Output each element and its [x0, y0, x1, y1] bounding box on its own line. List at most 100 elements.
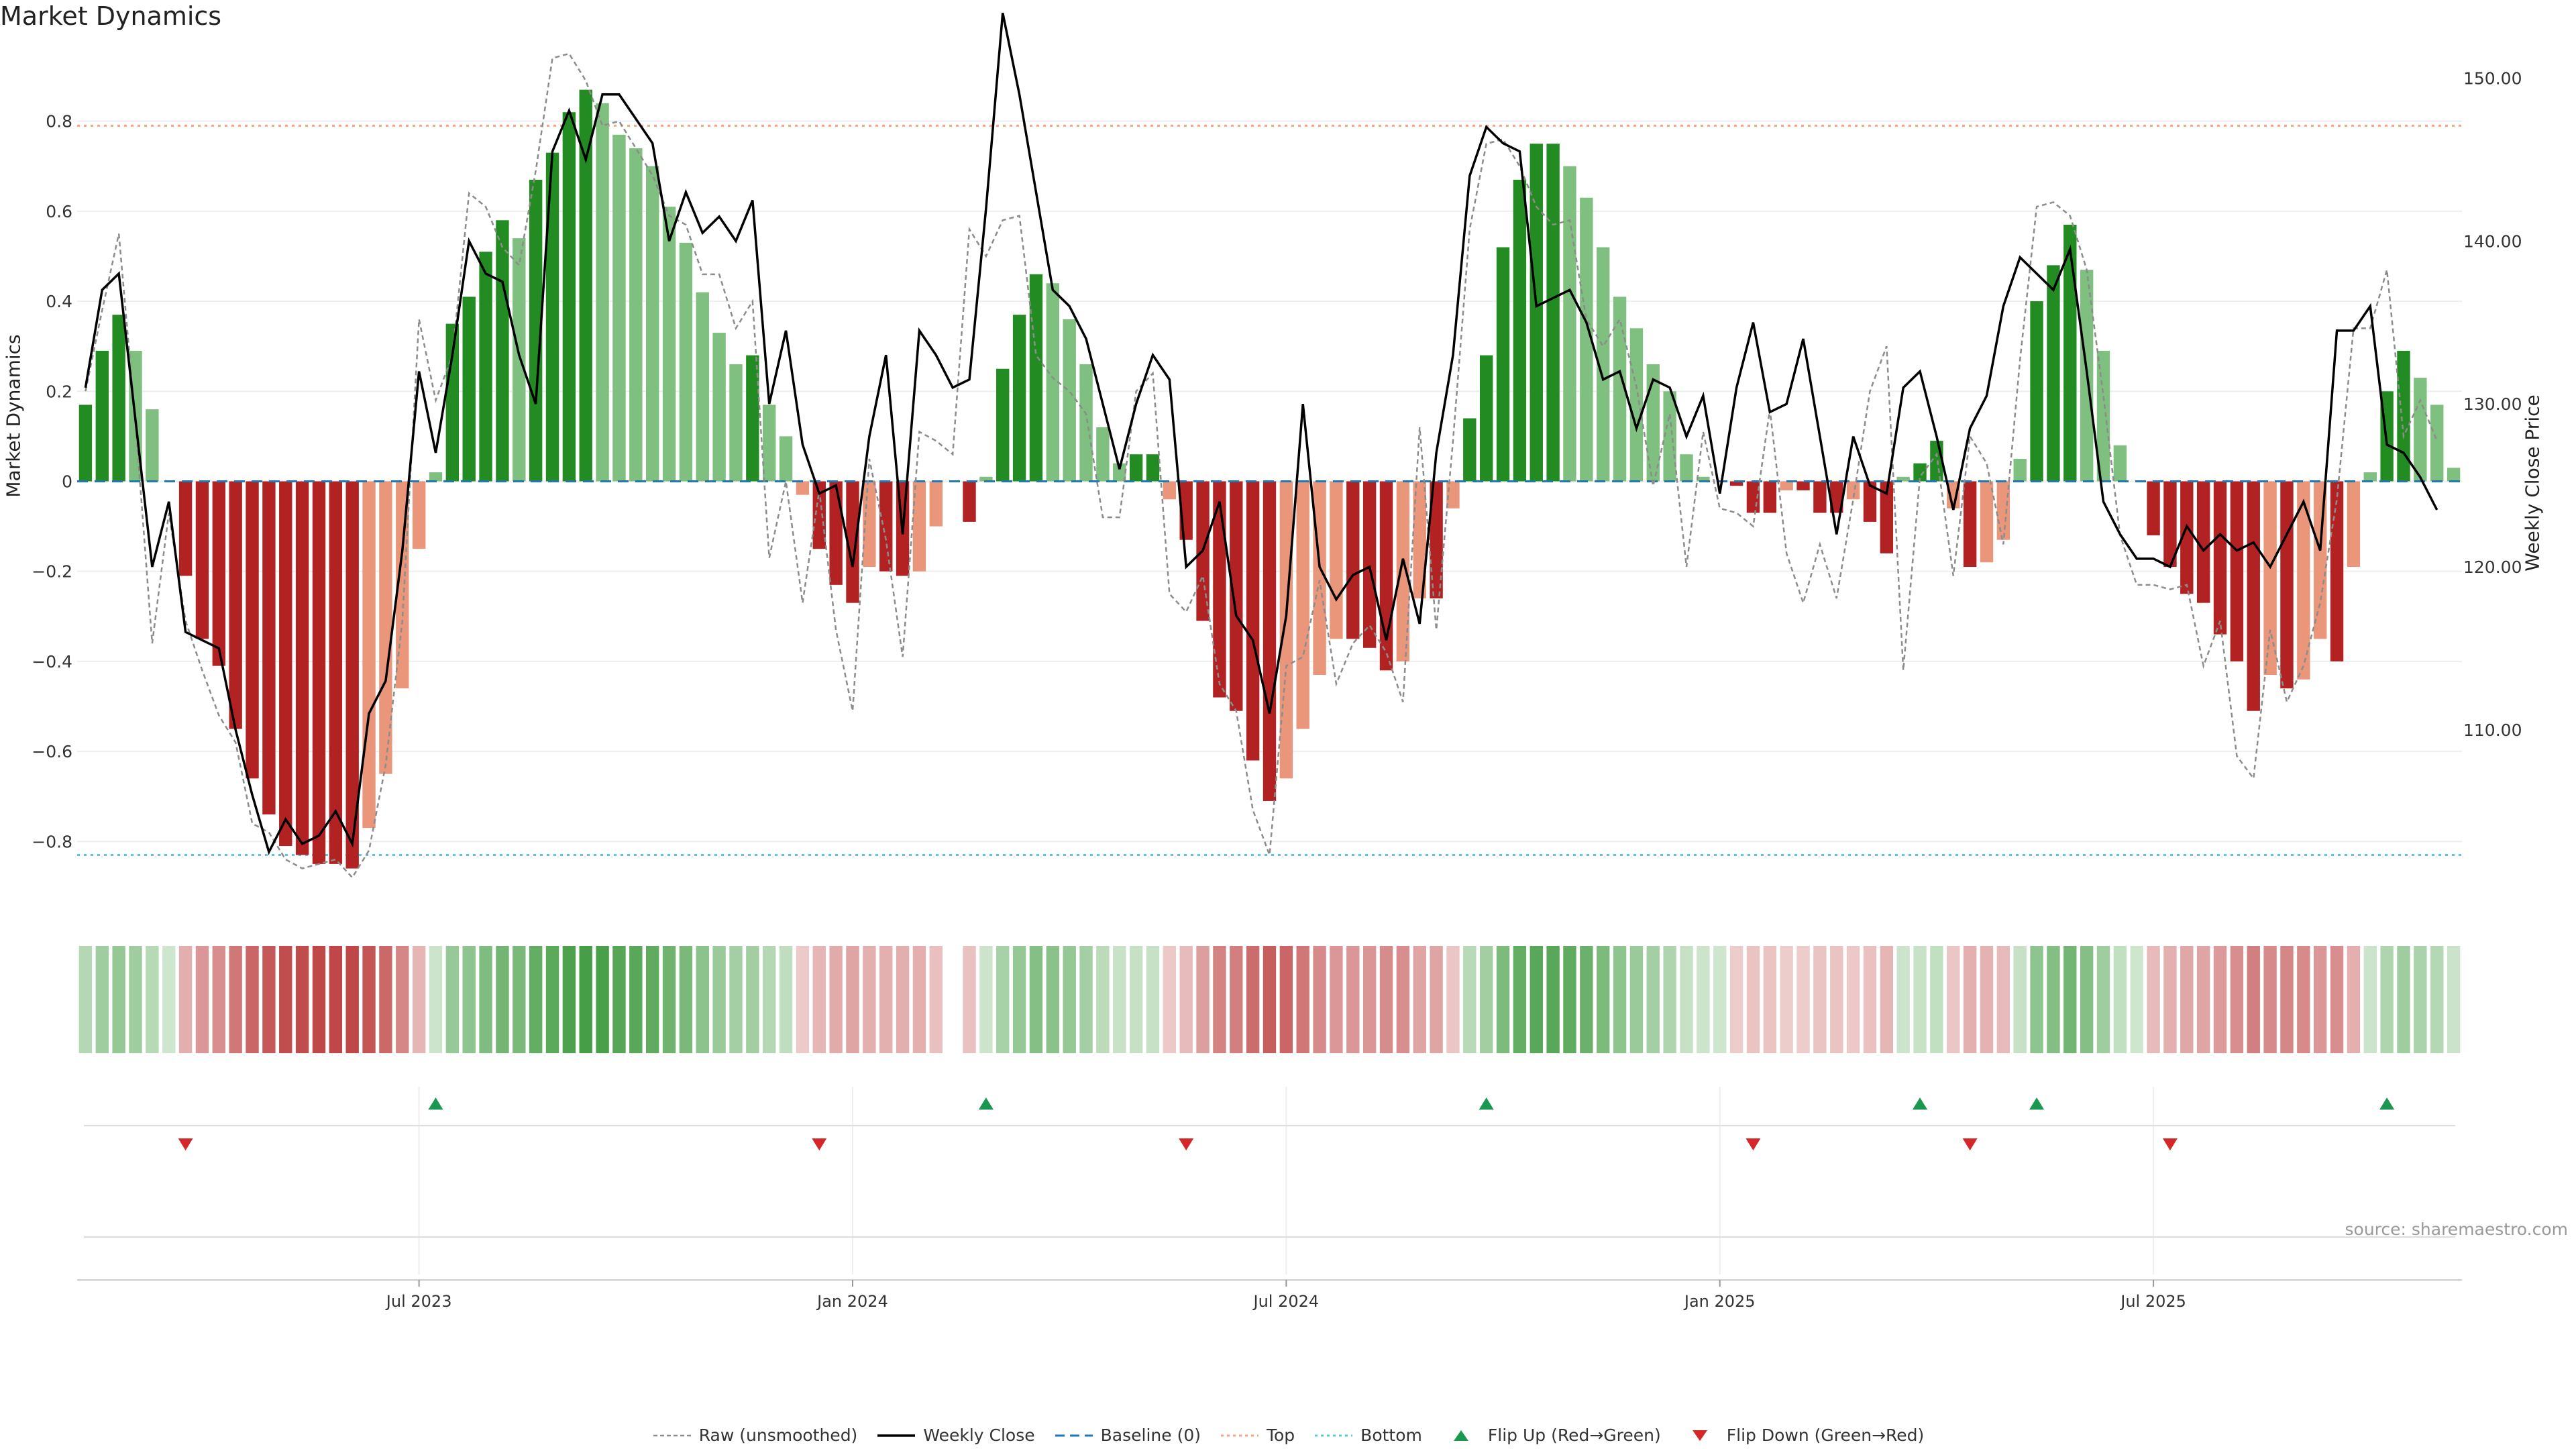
heat-cell	[1463, 946, 1477, 1053]
heat-cell	[1746, 946, 1760, 1053]
weekly-close-line	[84, 12, 2438, 855]
bar	[1396, 481, 1410, 661]
bar	[2213, 481, 2227, 635]
heat-cell	[1046, 946, 1060, 1053]
heat-cell	[1146, 946, 1160, 1053]
heat-cell	[979, 946, 993, 1053]
heat-cell	[312, 946, 326, 1053]
heat-cell	[896, 946, 910, 1053]
heat-cell	[462, 946, 476, 1053]
bar	[2447, 468, 2461, 482]
heat-cell	[1230, 946, 1243, 1053]
bar	[1646, 364, 1660, 482]
bar	[1079, 364, 1093, 482]
bar	[545, 152, 559, 482]
bar	[1780, 481, 1793, 490]
legend-swatch-baseline	[1055, 1434, 1093, 1436]
bar	[1246, 481, 1260, 761]
bar	[846, 481, 859, 603]
legend-label: Top	[1266, 1426, 1295, 1445]
bar	[1846, 481, 1860, 500]
heat-cell	[929, 946, 943, 1053]
bar	[1463, 418, 1477, 482]
heat-cell	[2330, 946, 2344, 1053]
heat-cell	[1646, 946, 1660, 1053]
bar	[2247, 481, 2260, 711]
heat-cell	[1413, 946, 1426, 1053]
y-right-tick-label: 150.00	[2463, 68, 2522, 88]
raw-line	[85, 52, 2438, 879]
heat-cell	[445, 946, 460, 1053]
heat-cell	[129, 946, 142, 1053]
heat-cell	[1213, 946, 1226, 1053]
bar	[1529, 144, 1543, 482]
bar	[396, 481, 409, 689]
flip-up-marker	[2379, 1097, 2395, 1110]
bar	[2163, 481, 2177, 567]
bar	[146, 409, 159, 482]
bar	[2363, 472, 2377, 482]
heat-cell	[229, 946, 242, 1053]
bar	[312, 481, 326, 864]
heat-cell	[95, 946, 109, 1053]
y-right-tick-label: 140.00	[2463, 231, 2522, 251]
bar	[1563, 166, 1576, 482]
bar	[729, 364, 743, 482]
heat-cell	[1880, 946, 1894, 1053]
heat-cell	[1980, 946, 1994, 1053]
heat-cell	[1396, 946, 1410, 1053]
bar	[1213, 481, 1226, 698]
heat-cell	[1079, 946, 1093, 1053]
heat-cell	[846, 946, 859, 1053]
bar	[78, 405, 93, 482]
heat-cell	[645, 946, 659, 1053]
heat-cell	[1697, 946, 1710, 1053]
bar	[879, 481, 893, 572]
y-tick-label: −0.6	[32, 742, 72, 761]
heat-cell	[1179, 946, 1193, 1053]
bar	[1296, 481, 1309, 729]
bar	[963, 481, 976, 522]
bar	[2113, 445, 2127, 482]
heat-cell	[996, 946, 1010, 1053]
legend-item-bottom: Bottom	[1313, 1426, 1422, 1445]
legend-item-flip_up: Flip Up (Red→Green)	[1441, 1426, 1661, 1445]
bar	[1729, 481, 1743, 486]
heat-cell	[545, 946, 559, 1053]
heat-cell	[1113, 946, 1126, 1053]
bar	[2147, 481, 2160, 536]
bar	[1863, 481, 1877, 522]
y-right-tick-label: 110.00	[2463, 720, 2522, 740]
bar	[2347, 481, 2361, 567]
heat-cell	[1963, 946, 1977, 1053]
bar	[1430, 481, 1443, 598]
bar	[2330, 481, 2344, 661]
bar	[596, 103, 609, 482]
bar	[1496, 247, 1510, 482]
heat-cell	[2213, 946, 2227, 1053]
heat-cell	[712, 946, 726, 1053]
heat-cell	[412, 946, 426, 1053]
bar	[513, 238, 526, 482]
bar	[662, 207, 676, 482]
heat-cell	[2080, 946, 2094, 1053]
heat-cell	[2430, 946, 2444, 1053]
bar	[979, 476, 993, 482]
bar	[1362, 481, 1377, 648]
heat-cell	[863, 946, 876, 1053]
heat-cell	[2263, 946, 2277, 1053]
bar	[1413, 481, 1426, 598]
heat-cell	[1546, 946, 1560, 1053]
heat-cell	[2013, 946, 2027, 1053]
heat-cell	[696, 946, 709, 1053]
bar	[1597, 247, 1610, 482]
bar	[1996, 481, 2010, 540]
legend-label: Weekly Close	[923, 1426, 1035, 1445]
heat-cell	[1313, 946, 1326, 1053]
heat-cell	[763, 946, 776, 1053]
heat-cell	[2047, 946, 2060, 1053]
bar	[362, 481, 376, 828]
heat-cell	[429, 946, 443, 1053]
heat-cell	[1813, 946, 1827, 1053]
bar	[1279, 481, 1293, 779]
